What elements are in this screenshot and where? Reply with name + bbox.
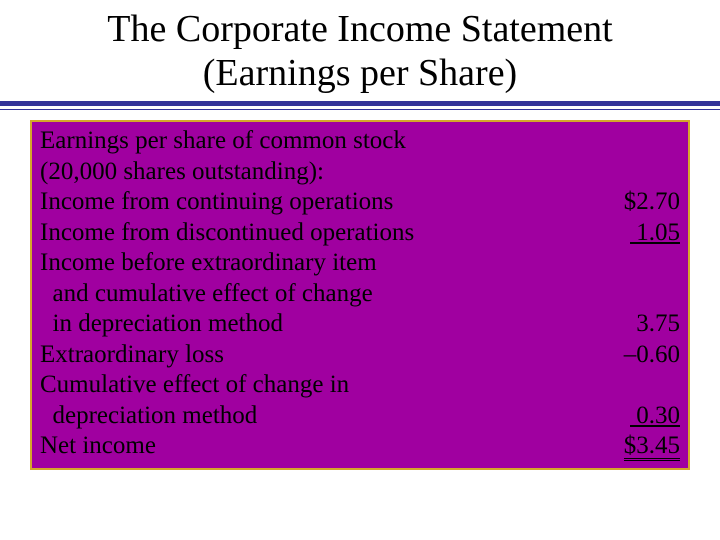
row-value: $3.45 — [590, 431, 680, 462]
table-row: in depreciation method 3.75 — [40, 309, 680, 340]
eps-rows-container: Income from continuing operations$2.70In… — [40, 187, 680, 462]
title-divider — [0, 101, 720, 110]
row-label: Income before extraordinary item — [40, 248, 377, 279]
table-row: and cumulative effect of change — [40, 279, 680, 310]
row-value: –0.60 — [590, 340, 680, 371]
table-row: Net income $3.45 — [40, 431, 680, 462]
row-label: Income from continuing operations — [40, 187, 393, 218]
row-value: 3.75 — [590, 309, 680, 340]
table-row: depreciation method 0.30 — [40, 401, 680, 432]
eps-box: Earnings per share of common stock (20,0… — [30, 120, 690, 470]
row-value: 1.05 — [590, 218, 680, 249]
eps-header-row-2: (20,000 shares outstanding): — [40, 157, 680, 188]
row-label: in depreciation method — [40, 309, 283, 340]
row-value: $2.70 — [590, 187, 680, 218]
row-label: Cumulative effect of change in — [40, 370, 349, 401]
eps-header-2: (20,000 shares outstanding): — [40, 157, 324, 188]
table-row: Cumulative effect of change in — [40, 370, 680, 401]
slide-title: The Corporate Income Statement (Earnings… — [0, 0, 720, 101]
eps-header-1: Earnings per share of common stock — [40, 126, 406, 157]
eps-header-row: Earnings per share of common stock — [40, 126, 680, 157]
title-line-2: (Earnings per Share) — [203, 52, 517, 94]
row-value: 0.30 — [590, 401, 680, 432]
row-label: depreciation method — [40, 401, 257, 432]
table-row: Income before extraordinary item — [40, 248, 680, 279]
row-label: and cumulative effect of change — [40, 279, 373, 310]
table-row: Extraordinary loss –0.60 — [40, 340, 680, 371]
table-row: Income from continuing operations $2.70 — [40, 187, 680, 218]
row-label: Income from discontinued operations — [40, 218, 414, 249]
content-wrap: Earnings per share of common stock (20,0… — [0, 110, 720, 470]
slide: The Corporate Income Statement (Earnings… — [0, 0, 720, 540]
table-row: Income from discontinued operations 1.05 — [40, 218, 680, 249]
title-line-1: The Corporate Income Statement — [107, 8, 612, 50]
row-label: Net income — [40, 431, 156, 462]
row-label: Extraordinary loss — [40, 340, 224, 371]
